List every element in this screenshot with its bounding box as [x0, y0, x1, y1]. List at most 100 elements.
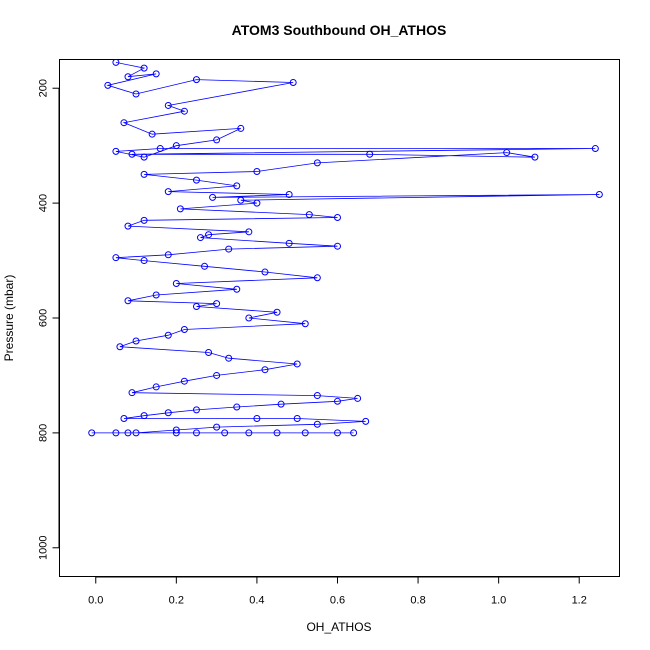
data-point — [140, 64, 148, 72]
data-point — [112, 254, 120, 262]
data-point — [245, 429, 253, 437]
data-point — [591, 145, 599, 153]
data-point — [201, 262, 209, 270]
data-point — [293, 360, 301, 368]
data-point — [221, 429, 229, 437]
data-point — [313, 392, 321, 400]
data-point — [313, 420, 321, 428]
data-point — [164, 101, 172, 109]
data-point — [237, 124, 245, 132]
data-point — [164, 409, 172, 417]
data-point — [301, 429, 309, 437]
data-point — [362, 417, 370, 425]
data-point — [205, 348, 213, 356]
data-point — [253, 168, 261, 176]
data-point — [192, 303, 200, 311]
data-point — [124, 73, 132, 81]
data-point — [172, 142, 180, 150]
data-point — [164, 331, 172, 339]
data-point — [285, 190, 293, 198]
x-axis: 0.0 0.2 0.4 0.6 0.8 1.0 1.2 — [88, 576, 587, 607]
data-point — [192, 76, 200, 84]
data-point — [273, 429, 281, 437]
data-point — [237, 196, 245, 204]
data-point — [289, 78, 297, 86]
data-point — [124, 429, 132, 437]
y-tick-label: 200 — [38, 79, 50, 97]
data-point — [205, 231, 213, 239]
data-point — [350, 429, 358, 437]
data-point — [285, 239, 293, 247]
series-layer — [88, 59, 603, 437]
y-tick-label: 800 — [38, 424, 50, 442]
data-point — [128, 150, 136, 158]
data-point — [209, 193, 217, 201]
data-point — [172, 426, 180, 434]
data-point — [156, 145, 164, 153]
data-point — [116, 343, 124, 351]
plot-frame — [59, 59, 620, 577]
data-point — [152, 291, 160, 299]
y-axis-label: Pressure (mbar) — [2, 275, 16, 362]
data-point — [253, 415, 261, 423]
data-point — [333, 213, 341, 221]
data-point — [180, 107, 188, 115]
data-point — [313, 274, 321, 282]
data-point — [261, 268, 269, 276]
data-point — [277, 400, 285, 408]
y-tick-label: 400 — [38, 194, 50, 212]
data-point — [245, 314, 253, 322]
data-point — [213, 371, 221, 379]
data-point — [104, 81, 112, 89]
data-point — [313, 159, 321, 167]
data-point — [112, 429, 120, 437]
data-point — [124, 297, 132, 305]
data-point — [164, 251, 172, 259]
data-point — [197, 234, 205, 242]
data-point — [213, 300, 221, 308]
data-point — [333, 397, 341, 405]
data-point — [164, 188, 172, 196]
x-tick-label: 0.8 — [410, 595, 425, 607]
data-point — [88, 429, 96, 437]
data-point — [132, 337, 140, 345]
data-point — [261, 366, 269, 374]
data-point — [225, 245, 233, 253]
data-point — [253, 199, 261, 207]
data-point — [366, 150, 374, 158]
data-point — [301, 320, 309, 328]
series-line — [91, 62, 600, 434]
data-point — [152, 70, 160, 78]
data-point — [192, 406, 200, 414]
data-point — [120, 415, 128, 423]
data-point — [531, 153, 539, 161]
data-point — [233, 285, 241, 293]
data-point — [176, 205, 184, 213]
data-point — [140, 257, 148, 265]
data-point — [293, 415, 301, 423]
y-tick-label: 600 — [38, 309, 50, 327]
data-point — [225, 354, 233, 362]
data-point — [213, 423, 221, 431]
data-point — [112, 147, 120, 155]
data-point — [148, 130, 156, 138]
data-point — [172, 280, 180, 288]
data-point — [140, 170, 148, 178]
data-point — [124, 222, 132, 230]
data-point — [192, 429, 200, 437]
data-point — [140, 153, 148, 161]
data-point — [233, 403, 241, 411]
x-tick-label: 0.6 — [330, 595, 345, 607]
data-point — [333, 242, 341, 250]
data-point — [213, 136, 221, 144]
data-point — [132, 429, 140, 437]
y-tick-label: 1000 — [38, 536, 50, 560]
x-tick-label: 1.2 — [572, 595, 587, 607]
data-point — [140, 412, 148, 420]
data-point — [180, 325, 188, 333]
data-point — [132, 90, 140, 98]
data-point — [180, 377, 188, 385]
data-point — [128, 389, 136, 397]
data-point — [172, 429, 180, 437]
